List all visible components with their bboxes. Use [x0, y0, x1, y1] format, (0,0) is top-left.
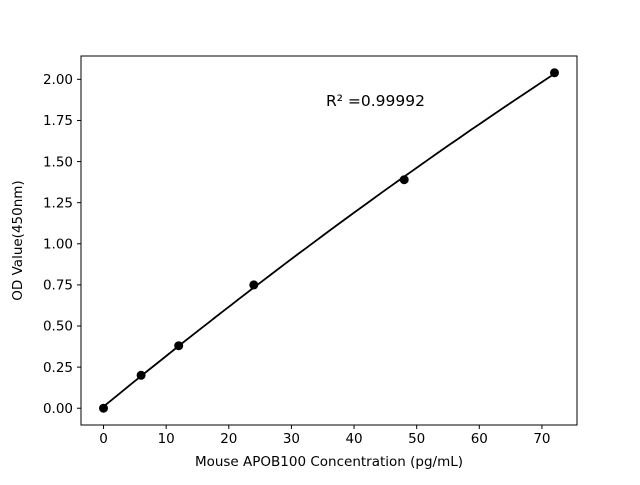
- y-tick-label: 1.00: [43, 236, 73, 252]
- r-squared-annotation: R² =0.99992: [326, 92, 425, 110]
- y-tick-label: 0.00: [43, 401, 73, 417]
- data-points: [99, 68, 559, 413]
- data-point: [99, 403, 108, 413]
- plot-border: [80, 55, 578, 426]
- y-tick-label: 2.00: [43, 72, 73, 88]
- data-point: [550, 68, 559, 78]
- data-point: [174, 341, 184, 351]
- y-tick-label: 1.25: [43, 195, 73, 211]
- x-tick-label: 0: [99, 431, 108, 447]
- x-tick-label: 20: [220, 431, 237, 447]
- data-point: [399, 175, 409, 185]
- y-tick-label: 0.75: [43, 278, 73, 294]
- x-tick-label: 40: [345, 431, 362, 447]
- x-tick-label: 50: [408, 431, 425, 447]
- data-point: [136, 370, 146, 380]
- y-tick-label: 1.50: [43, 154, 73, 170]
- x-axis: 0 10 20 30 40 50 60 70: [99, 425, 551, 447]
- x-tick-label: 10: [158, 431, 175, 447]
- x-tick-label: 70: [533, 431, 550, 447]
- y-tick-label: 0.25: [43, 360, 73, 376]
- y-axis-label: OD Value(450nm): [10, 180, 26, 300]
- y-tick-label: 0.50: [43, 319, 73, 335]
- x-axis-label: Mouse APOB100 Concentration (pg/mL): [195, 454, 463, 470]
- x-tick-label: 30: [283, 431, 300, 447]
- x-tick-label: 60: [471, 431, 488, 447]
- y-tick-label: 1.75: [43, 113, 73, 129]
- y-axis: 0.00 0.25 0.50 0.75 1.00 1.25 1.50 1.75 2.00: [43, 72, 81, 417]
- data-point: [249, 280, 259, 290]
